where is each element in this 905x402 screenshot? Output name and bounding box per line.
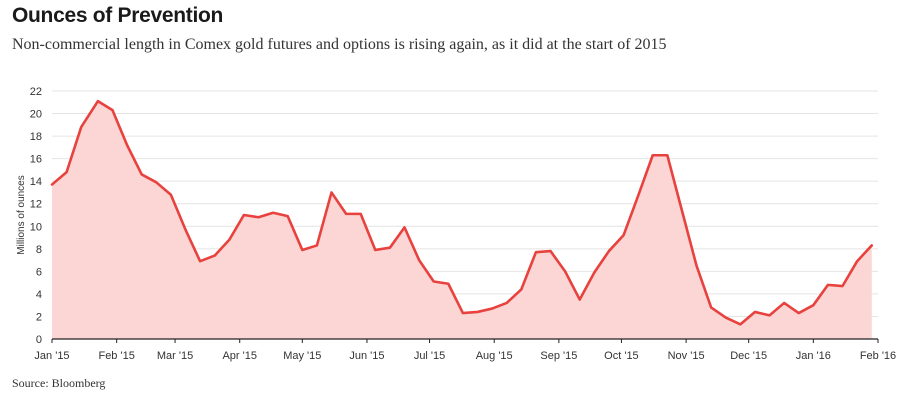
x-tick-label: Jun '15 [349, 350, 384, 362]
chart-subtitle: Non-commercial length in Comex gold futu… [12, 36, 667, 53]
y-tick-label: 2 [36, 311, 42, 323]
y-tick-label: 14 [30, 176, 42, 188]
y-tick-label: 4 [36, 289, 42, 301]
y-tick-label: 12 [30, 199, 42, 211]
y-tick-label: 10 [30, 221, 42, 233]
x-tick-label: May '15 [283, 350, 321, 362]
x-tick-label: Aug '15 [476, 350, 513, 362]
y-tick-label: 6 [36, 266, 42, 278]
x-tick-label: Jan '15 [34, 350, 69, 362]
source-note: Source: Bloomberg [12, 376, 106, 390]
y-tick-label: 0 [36, 334, 42, 346]
y-tick-label: 22 [30, 86, 42, 98]
y-tick-label: 16 [30, 154, 42, 166]
x-tick-label: Feb '16 [860, 350, 896, 362]
series-line [50, 99, 874, 326]
y-tick-label: 20 [30, 109, 42, 121]
x-tick-label: Dec '15 [730, 350, 767, 362]
x-tick-label: Sep '15 [540, 350, 577, 362]
series-area [52, 101, 872, 340]
x-tick-label: Nov '15 [668, 350, 705, 362]
x-tick-label: Mar '15 [157, 350, 193, 362]
y-axis-label: Millions of ounces [16, 175, 27, 254]
x-tick-label: Oct '15 [604, 350, 639, 362]
x-tick-label: Jul '15 [414, 350, 445, 362]
chart-title: Ounces of Prevention [12, 4, 224, 27]
x-tick-label: Jan '16 [796, 350, 831, 362]
y-tick-label: 8 [36, 244, 42, 256]
x-tick-label: Feb '15 [98, 350, 134, 362]
x-tick-label: Apr '15 [222, 350, 257, 362]
y-tick-label: 18 [30, 131, 42, 143]
